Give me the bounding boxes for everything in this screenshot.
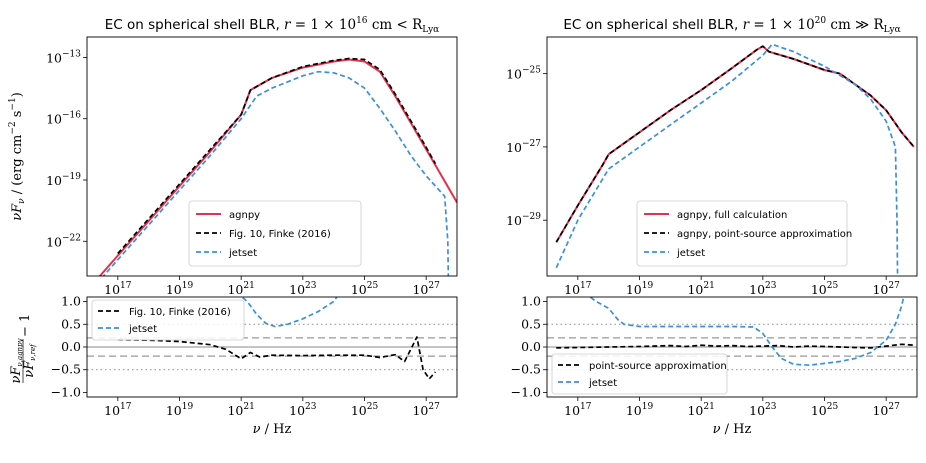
series-line (117, 57, 437, 255)
x-tick-label: 1025 (811, 402, 839, 418)
y-tick-label: −0.5 (511, 362, 541, 377)
x-tick-label: 1019 (166, 281, 194, 297)
legend-label: Fig. 10, Finke (2016) (229, 229, 331, 240)
legend-label: agnpy, point-source approximation (677, 229, 852, 240)
x-tick-label: 1019 (626, 281, 654, 297)
x-tick-label: 1027 (412, 402, 440, 418)
top-axes-frame (86, 36, 458, 277)
x-tick-label: 1027 (872, 281, 900, 297)
top-plot-area (98, 57, 457, 276)
x-tick-label: 1021 (687, 402, 714, 418)
residual-legend-label: jetset (128, 324, 157, 335)
x-tick-label: 1025 (351, 281, 379, 297)
x-axis-label: ν / Hz (253, 422, 292, 437)
x-tick-label: 1025 (811, 281, 839, 297)
y-tick-label: 10−13 (46, 49, 81, 65)
x-tick-label: 1017 (564, 281, 592, 297)
y-tick-label: 0.5 (521, 316, 541, 331)
x-tick-label: 1023 (749, 402, 777, 418)
y-tick-label: 1.0 (521, 294, 541, 309)
x-tick-label: 1023 (289, 281, 317, 297)
x-tick-label: 1019 (626, 402, 654, 418)
bottom-axes-frame (546, 296, 918, 398)
y-axis-label: νFν / (erg cm−2 s−1) (8, 92, 27, 221)
x-tick-label: 1017 (104, 402, 132, 418)
legend-label: agnpy (229, 210, 260, 221)
legend-box (636, 200, 848, 267)
x-tick-label: 1021 (687, 281, 714, 297)
bottom-axes-frame (86, 296, 458, 398)
residual-legend-label: Fig. 10, Finke (2016) (129, 307, 231, 318)
x-tick-label: 1027 (412, 281, 440, 297)
residual-legend-box (551, 353, 728, 395)
residual-line (240, 297, 338, 328)
chart-title: EC on spherical shell BLR, r = 1 × 1016 … (105, 16, 439, 35)
legend-label: agnpy, full calculation (677, 210, 787, 221)
x-tick-label: 1021 (227, 402, 254, 418)
y-tick-label: 10−27 (506, 139, 541, 155)
x-tick-label: 1027 (872, 402, 900, 418)
series-line (98, 58, 457, 276)
series-line (555, 45, 915, 243)
x-tick-label: 1021 (227, 281, 254, 297)
residual-legend-label: jetset (588, 378, 617, 389)
residual-legend-box (91, 299, 245, 341)
y-tick-label: 0.0 (61, 339, 81, 354)
bottom-plot-area (117, 297, 437, 380)
bottom-plot-area (556, 297, 914, 367)
top-plot-area (555, 43, 915, 276)
residual-y-label-suffix: − 1 (18, 314, 33, 337)
series-line (555, 43, 899, 276)
y-tick-label: 10−25 (506, 66, 541, 82)
series-line (102, 70, 450, 276)
legend-box (188, 200, 362, 267)
y-tick-label: 10−22 (46, 233, 81, 249)
x-tick-label: 1017 (104, 281, 132, 297)
top-axes-frame (546, 36, 918, 277)
x-tick-label: 1017 (564, 402, 592, 418)
y-tick-label: 10−16 (46, 111, 81, 127)
legend-label: jetset (676, 248, 705, 259)
x-tick-label: 1023 (289, 402, 317, 418)
y-tick-label: 1.0 (61, 294, 81, 309)
residual-y-label-denominator: νFν,ref (22, 343, 37, 378)
residual-y-label-numerator: νFν,agnpy (9, 337, 24, 383)
residual-legend-label: point-source approximation (589, 361, 727, 372)
y-tick-label: −1.0 (51, 384, 81, 399)
y-tick-label: −1.0 (511, 384, 541, 399)
legend-label: jetset (228, 248, 257, 259)
x-axis-label: ν / Hz (713, 422, 752, 437)
x-tick-label: 1019 (166, 402, 194, 418)
y-tick-label: 10−29 (506, 212, 541, 228)
x-tick-label: 1023 (749, 281, 777, 297)
y-tick-label: 0.0 (521, 339, 541, 354)
chart-title: EC on spherical shell BLR, r = 1 × 1020 … (563, 16, 900, 35)
residual-line (117, 336, 437, 380)
y-tick-label: 0.5 (61, 316, 81, 331)
residual-line (588, 297, 905, 367)
y-tick-label: −0.5 (51, 362, 81, 377)
x-tick-label: 1025 (351, 402, 379, 418)
y-tick-label: 10−19 (46, 172, 81, 188)
